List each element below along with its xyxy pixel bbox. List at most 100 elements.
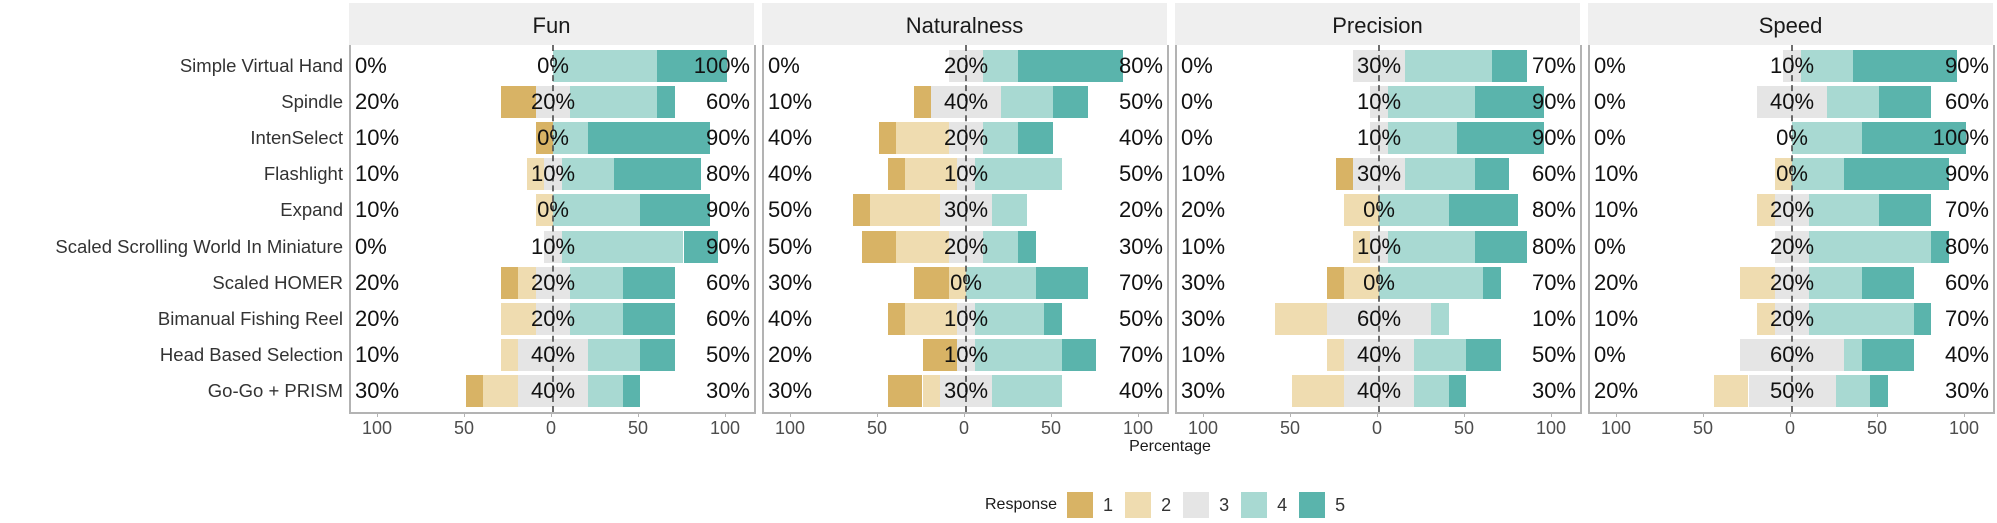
low-percentage-label: 30%	[768, 269, 813, 295]
legend: Response 1 2 3 4 5	[985, 491, 1357, 519]
bar-segment-response-5	[1457, 122, 1545, 155]
x-tick-label: 100	[709, 418, 741, 438]
low-percentage-label: 10%	[355, 161, 400, 187]
bar-segment-response-2	[526, 158, 545, 191]
bar-segment-response-5	[1931, 230, 1949, 263]
high-percentage-label: 90%	[1531, 125, 1576, 151]
x-axis-title: Percentage	[1129, 438, 1211, 455]
x-tick-label: 50	[453, 418, 475, 438]
bar-segment-response-2	[905, 302, 958, 335]
low-percentage-label: 20%	[1181, 197, 1226, 223]
bar-segment-response-4	[1826, 86, 1879, 119]
bar-segment-response-1	[879, 122, 897, 155]
category-label: Spindle	[281, 91, 343, 113]
bar-segment-response-4	[1792, 122, 1862, 155]
bar-segment-response-4	[553, 194, 640, 227]
bar-segment-response-2	[1774, 158, 1792, 191]
x-tick-label: 50	[1279, 418, 1301, 438]
high-percentage-label: 40%	[1118, 377, 1163, 403]
bar-segment-response-1	[500, 86, 536, 119]
bar-segment-response-1	[913, 266, 949, 299]
neutral-percentage-label: 30%	[943, 197, 989, 223]
x-tick-label: 100	[1187, 418, 1219, 438]
x-tick-label: 50	[1692, 418, 1714, 438]
neutral-percentage-label: 0%	[537, 197, 569, 223]
x-tick-mark	[1051, 413, 1052, 417]
high-percentage-label: 100%	[1932, 125, 1989, 151]
x-tick-label: 50	[1866, 418, 1888, 438]
bar-segment-response-5	[1861, 122, 1966, 155]
neutral-percentage-label: 20%	[1769, 305, 1815, 331]
bar-segment-response-5	[1018, 122, 1053, 155]
bar-segment-response-5	[1492, 50, 1527, 82]
neutral-percentage-label: 20%	[1769, 269, 1815, 295]
x-tick-mark	[638, 413, 639, 417]
plot-area: 0% 70% 0% 90% 0% 90% 10% 60% 20% 80% 10% 80% 30% 70% 3…	[1175, 45, 1582, 414]
bar-segment-response-4	[1835, 374, 1871, 407]
bar-segment-response-1	[535, 122, 553, 155]
low-percentage-label: 30%	[768, 377, 813, 403]
low-percentage-label: 30%	[355, 377, 400, 403]
neutral-percentage-label: 50%	[1769, 377, 1815, 403]
low-percentage-label: 0%	[1594, 89, 1626, 115]
bar-segment-response-4	[1809, 302, 1914, 335]
neutral-percentage-label: 20%	[1769, 197, 1815, 223]
bar-segment-response-5	[1879, 194, 1932, 227]
bar-segment-response-5	[1474, 158, 1510, 191]
low-percentage-label: 40%	[768, 161, 813, 187]
low-percentage-label: 0%	[355, 53, 387, 78]
neutral-percentage-label: 20%	[530, 89, 576, 115]
bar-segment-response-4	[992, 194, 1027, 227]
bar-segment-response-5	[1018, 230, 1036, 263]
low-percentage-label: 20%	[768, 341, 813, 367]
bar-segment-response-4	[570, 302, 623, 335]
neutral-percentage-label: 0%	[537, 53, 569, 78]
x-tick-label: 0	[1784, 418, 1795, 438]
bar-segment-response-4	[1405, 158, 1475, 191]
bar-segment-response-4	[553, 50, 658, 82]
category-label: Simple Virtual Hand	[179, 55, 343, 76]
high-percentage-label: 90%	[705, 197, 750, 223]
bar-segment-response-4	[587, 338, 640, 371]
zero-reference-line	[1378, 45, 1380, 412]
zero-reference-line	[1791, 45, 1793, 412]
bar-segment-response-1	[887, 158, 906, 191]
bar-segment-response-2	[1757, 302, 1775, 335]
neutral-percentage-label: 20%	[943, 53, 989, 78]
x-tick-mark	[1464, 413, 1465, 417]
neutral-percentage-label: 0%	[950, 269, 982, 295]
low-percentage-label: 30%	[1181, 305, 1226, 331]
low-percentage-label: 20%	[1594, 377, 1639, 403]
bar-segment-response-2	[500, 338, 519, 371]
bar-segment-response-2	[870, 194, 940, 227]
low-percentage-label: 10%	[1181, 233, 1226, 259]
neutral-percentage-label: 20%	[943, 233, 989, 259]
bar-segment-response-2	[483, 374, 519, 407]
x-tick-mark	[1703, 413, 1704, 417]
low-percentage-label: 10%	[355, 125, 400, 151]
neutral-percentage-label: 40%	[530, 377, 576, 403]
bar-segment-response-5	[1044, 302, 1062, 335]
bar-segment-response-5	[1483, 266, 1501, 299]
facet-panel-fun: Fun 0% 100% 20% 60% 10% 90% 10% 80% 10% 90% 0% 90% 20…	[349, 3, 756, 438]
bar-segment-response-4	[570, 266, 623, 299]
bar-segment-response-5	[657, 86, 675, 119]
neutral-percentage-label: 30%	[1356, 53, 1402, 78]
facet-strip-title: Precision	[1175, 3, 1580, 45]
bar-segment-response-1	[922, 338, 958, 371]
bar-segment-response-4	[1413, 338, 1466, 371]
bar-segment-response-4	[966, 266, 1036, 299]
bar-segment-response-2	[1352, 230, 1371, 263]
high-percentage-label: 40%	[1944, 341, 1989, 367]
low-percentage-label: 40%	[768, 125, 813, 151]
high-percentage-label: 60%	[705, 269, 750, 295]
low-percentage-label: 10%	[355, 197, 400, 223]
bar-segment-response-2	[1713, 374, 1749, 407]
bar-segment-response-2	[1757, 194, 1775, 227]
x-tick-label: 100	[1535, 418, 1567, 438]
high-percentage-label: 30%	[1944, 377, 1989, 403]
high-percentage-label: 30%	[705, 377, 750, 403]
high-percentage-label: 70%	[1118, 341, 1163, 367]
bar-segment-response-2	[535, 194, 553, 227]
bar-segment-response-5	[1852, 50, 1958, 82]
